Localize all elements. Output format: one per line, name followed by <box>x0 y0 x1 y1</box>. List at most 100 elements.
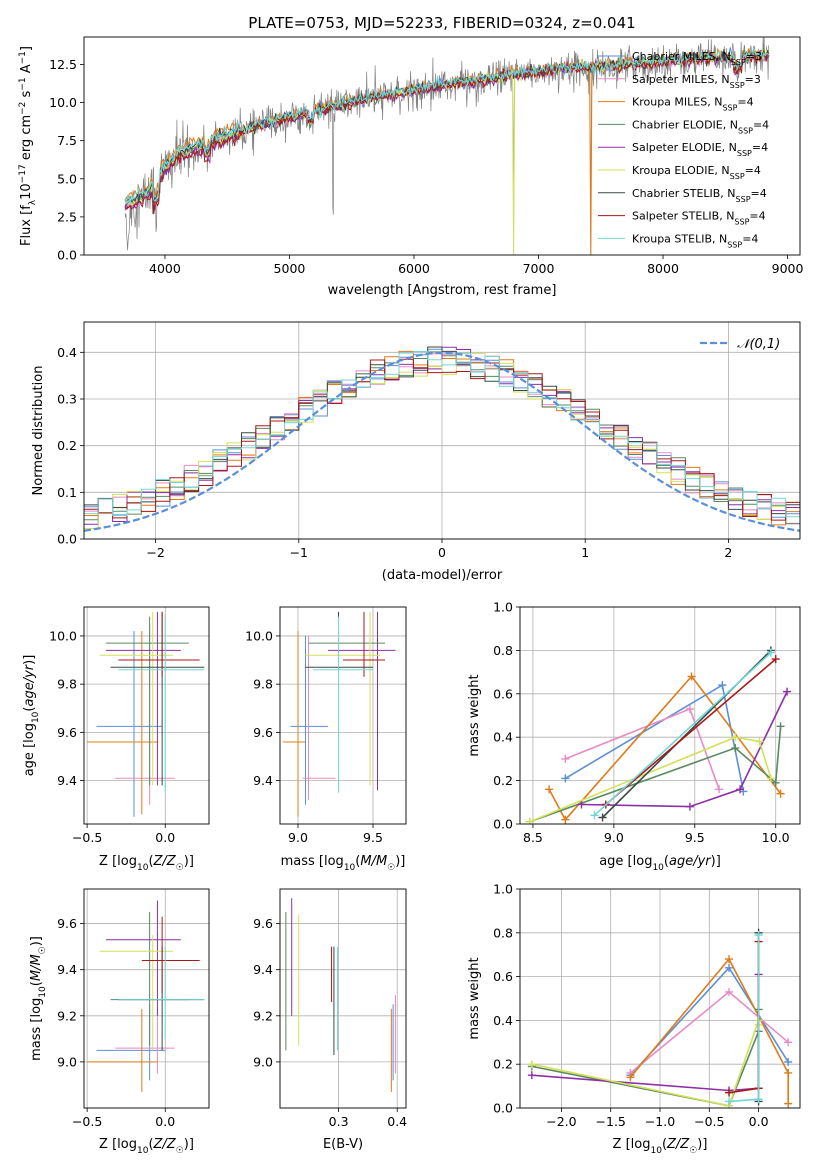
label-part: )] <box>697 1137 707 1152</box>
x-tick-label: 6000 <box>398 261 430 276</box>
y-axis-label: age [log10(age/yr)] <box>22 655 41 777</box>
y-tick-label: 0.4 <box>57 345 77 360</box>
label-part: 10 <box>137 1146 149 1156</box>
y-axis-label: Normed distribution <box>31 366 46 496</box>
series-marker <box>626 1073 635 1082</box>
panel-mass_vs_EBV: 0.3 0.4 9.0 9.2 9.4 9.6 <box>253 888 407 1129</box>
plot-area <box>124 37 770 255</box>
y-tick-label: 9.8 <box>57 677 77 692</box>
y-tick-label: 0.2 <box>493 773 513 788</box>
legend-label-sub: SSP <box>730 80 745 89</box>
y-tick-label: 1.0 <box>493 600 513 615</box>
x-tick-label: 0.0 <box>749 1114 769 1129</box>
label-part: Z/Z <box>666 1137 690 1152</box>
axes-frame <box>519 888 801 1109</box>
series-line <box>581 691 788 808</box>
x-tick-label: 9000 <box>772 261 804 276</box>
x-tick-label: −0.5 <box>72 830 102 845</box>
label-part: −1 <box>18 77 28 90</box>
y-tick-label: 0.0 <box>493 817 513 832</box>
y-tick-label: 9.6 <box>57 916 77 931</box>
label-part: 10 <box>652 863 664 873</box>
series-marker <box>725 1088 734 1097</box>
series-marker <box>784 1038 793 1047</box>
label-part: 10 <box>19 183 34 200</box>
y-tick-label: 9.0 <box>253 1054 273 1069</box>
chart-title: PLATE=0753, MJD=52233, FIBERID=0324, z=0… <box>248 14 635 32</box>
y-tick-label: 0.2 <box>493 1057 513 1072</box>
legend-label-main: Kroupa ELODIE, N <box>632 164 730 177</box>
x-tick-label: −0.5 <box>694 1114 724 1129</box>
series-marker <box>755 737 764 746</box>
axes-frame <box>279 606 407 825</box>
label-part: −1 <box>18 51 28 64</box>
panel-age_vs_Z: −0.5 0.0 9.4 9.6 9.8 10.0 <box>49 606 210 845</box>
x-tick-label: 0.0 <box>155 830 175 845</box>
label-part: ☉ <box>387 863 395 873</box>
label-part: ( <box>22 707 37 712</box>
x-axis-label: Z [log10(Z/Z☉)] <box>613 1137 708 1156</box>
y-tick-label: 9.2 <box>57 1008 77 1023</box>
legend-label-tail: =3 <box>745 73 761 86</box>
legend-label-sub: SSP <box>737 149 752 158</box>
legend-label: Kroupa STELIB, NSSP=4 <box>632 232 758 249</box>
label-part: −17 <box>18 164 28 183</box>
x-tick-label: −1 <box>290 545 308 560</box>
y-tick-label: 0.3 <box>57 392 77 407</box>
legend-label: Chabrier STELIB, NSSP=4 <box>632 187 767 204</box>
y-axis-label: mass weight <box>467 957 482 1039</box>
x-tick-label: 9.5 <box>685 830 705 845</box>
y-tick-label: 0.4 <box>493 1013 513 1028</box>
y-axis-label: Flux [fλ10−17 erg cm−2 s−1 A−1] <box>18 46 38 246</box>
axes-frame <box>83 321 801 540</box>
legend-label-main: Chabrier STELIB, N <box>632 187 736 200</box>
legend-label-main: Chabrier ELODIE, N <box>632 118 738 131</box>
series-marker <box>731 733 740 742</box>
x-tick-label: −1.5 <box>596 1114 626 1129</box>
x-tick-label: 5000 <box>274 261 306 276</box>
y-tick-label: 0.4 <box>493 730 513 745</box>
x-tick-label: −1.0 <box>645 1114 675 1129</box>
label-part: mass [log <box>281 854 344 869</box>
series-marker <box>776 722 785 731</box>
label-part: 10 <box>344 863 356 873</box>
series-line <box>728 935 760 1103</box>
panel-massweight_vs_Z: −2.0 −1.5 −1.0 −0.5 0.0 0.0 0.2 0.4 0.6 0.8 1.0 <box>493 882 801 1129</box>
series-marker <box>725 963 734 972</box>
x-tick-label: 8000 <box>647 261 679 276</box>
label-part: ] <box>19 46 34 51</box>
series-marker <box>754 1095 763 1104</box>
label-part: age [log <box>22 723 37 776</box>
legend-label-tail: =4 <box>749 210 765 223</box>
series-marker <box>715 785 724 794</box>
label-part: ( <box>355 854 360 869</box>
series-line <box>529 726 782 823</box>
y-tick-label: 9.4 <box>253 773 273 788</box>
plot-area <box>87 900 205 1092</box>
series-marker <box>784 1099 793 1108</box>
x-tick-label: 4000 <box>149 261 181 276</box>
label-part: age [log <box>599 854 652 869</box>
series-marker <box>784 1058 793 1067</box>
x-tick-label: 9.0 <box>604 830 624 845</box>
y-tick-label: 9.4 <box>253 962 273 977</box>
panel-massweight_vs_age: 8.5 9.0 9.5 10.0 0.0 0.2 0.4 0.6 0.8 1.0 <box>493 600 801 845</box>
x-tick-label: 9.0 <box>288 830 308 845</box>
y-tick-label: 12.5 <box>49 57 77 72</box>
y-tick-label: 1.0 <box>493 882 513 897</box>
series-line <box>548 675 782 822</box>
series-marker <box>766 774 775 783</box>
y-tick-label: 9.2 <box>253 1008 273 1023</box>
legend-label: Kroupa MILES, NSSP=4 <box>632 96 754 113</box>
y-tick-label: 0.6 <box>493 969 513 984</box>
y-tick-label: 9.4 <box>57 773 77 788</box>
label-part: −2 <box>18 102 28 115</box>
x-tick-label: −0.5 <box>72 1114 102 1129</box>
y-tick-label: 9.0 <box>57 1054 77 1069</box>
legend-label-main: Salpeter ELODIE, N <box>632 141 737 154</box>
y-tick-label: 7.5 <box>57 133 77 148</box>
series-marker <box>598 813 607 822</box>
label-part: ☉ <box>176 1146 184 1156</box>
